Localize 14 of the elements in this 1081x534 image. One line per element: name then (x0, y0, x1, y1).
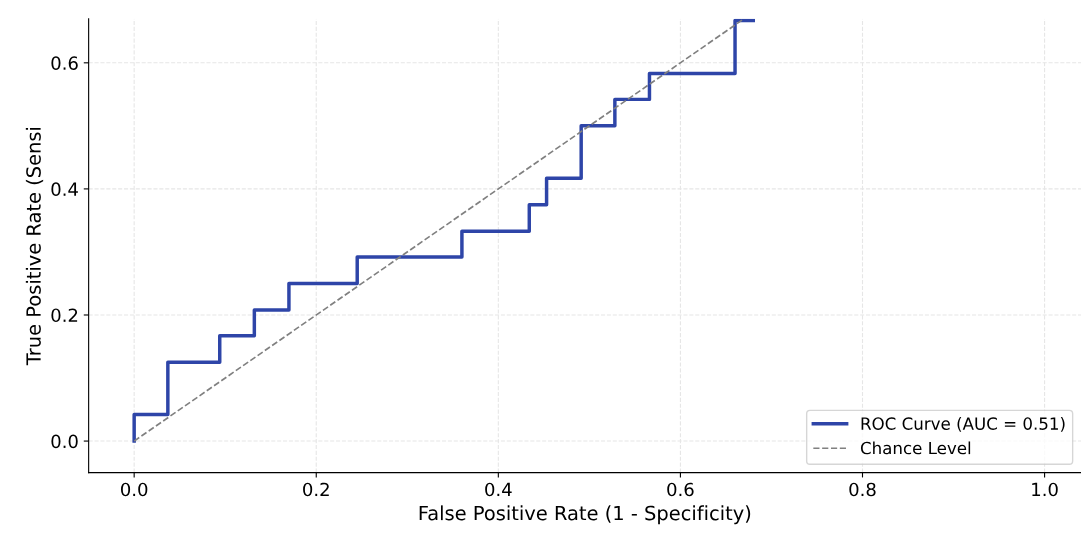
x-tick-label: 0.0 (121, 482, 148, 497)
y-tick-label: 0.2 (51, 308, 78, 323)
legend-label: ROC Curve (AUC = 0.51) (861, 417, 1065, 432)
y-tick-label: 0.6 (51, 56, 78, 70)
x-tick-label: 0.4 (485, 482, 512, 497)
legend-label: Chance Level (860, 441, 971, 455)
x-tick-label: 0.8 (849, 482, 876, 497)
y-axis-title: True Positive Rate (Sensi (25, 127, 44, 366)
x-axis-title: False Positive Rate (1 - Specificity) (419, 505, 751, 525)
x-tick-label: 0.6 (667, 482, 694, 497)
y-tick-label: 0.4 (51, 182, 78, 197)
y-tick-label: 0.0 (51, 434, 78, 449)
x-tick-label: 0.2 (303, 482, 329, 497)
x-tick-label: 1.0 (1032, 482, 1058, 497)
